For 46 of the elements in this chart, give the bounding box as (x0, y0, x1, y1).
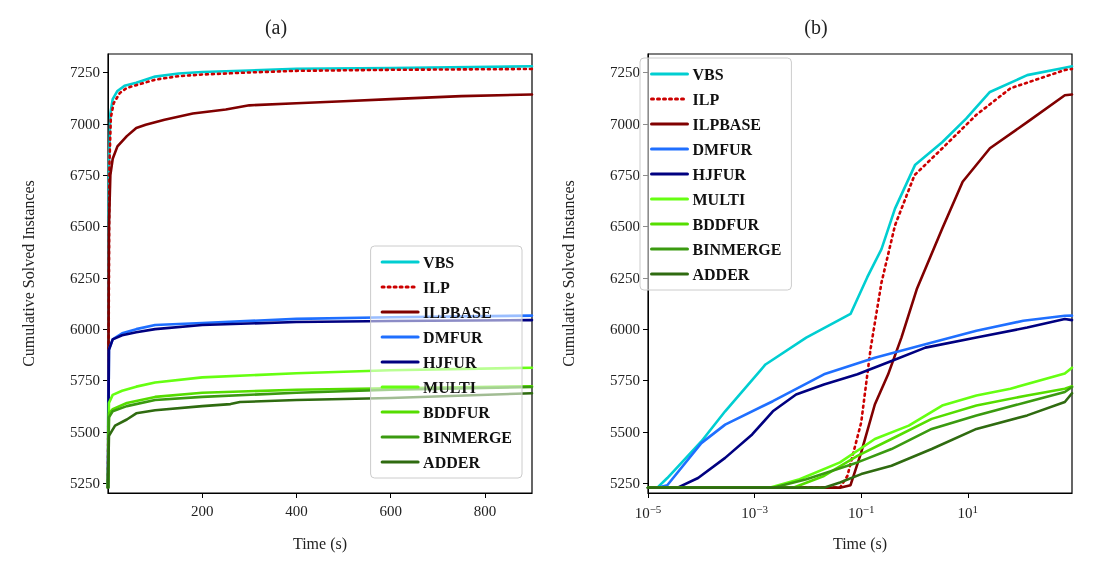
legend-label: BDDFUR (692, 215, 760, 233)
legend-label: ADDER (692, 265, 750, 283)
y-tick-label: 5500 (610, 423, 640, 440)
y-tick-label: 5750 (610, 372, 640, 389)
x-tick-label: 600 (379, 502, 402, 519)
legend-label: ILP (692, 90, 720, 108)
y-axis-title: Cumulative Solved Instances (19, 180, 37, 367)
legend-label: BDDFUR (423, 403, 491, 421)
y-tick-label: 6000 (70, 321, 100, 338)
y-tick-label: 5250 (70, 475, 100, 492)
x-tick-label: 200 (190, 502, 214, 519)
legend-label: ILP (423, 278, 450, 296)
legend-label: ILPBASE (692, 115, 761, 133)
x-axis-title: Time (s) (292, 534, 348, 553)
y-tick-label: 6000 (610, 321, 640, 338)
y-tick-label: 7000 (70, 115, 100, 132)
x-tick-label: 400 (285, 502, 308, 519)
y-tick-label: 6500 (70, 218, 100, 235)
y-tick-label: 5250 (610, 475, 640, 492)
legend-label: HJFUR (692, 165, 747, 183)
x-tick-label: 800 (473, 502, 497, 519)
legend-label: MULTI (423, 378, 476, 396)
legend-label: VBS (692, 65, 724, 83)
y-axis-title: Cumulative Solved Instances (559, 180, 577, 367)
y-tick-label: 7000 (610, 115, 640, 132)
y-tick-label: 5500 (70, 423, 100, 440)
legend-label: VBS (423, 253, 455, 271)
y-tick-label: 6500 (610, 218, 640, 235)
legend-label: ILPBASE (423, 303, 492, 321)
y-tick-label: 5750 (70, 372, 100, 389)
y-tick-label: 6750 (610, 167, 640, 184)
y-tick-label: 6750 (70, 167, 100, 184)
legend-label: BINMERGE (423, 428, 513, 446)
legend-label: DMFUR (692, 140, 753, 158)
legend-label: MULTI (692, 190, 746, 208)
x-axis-title: Time (s) (832, 534, 888, 553)
chart-title: (b) (804, 16, 828, 39)
legend-label: HJFUR (423, 353, 477, 371)
legend-label: BINMERGE (692, 240, 782, 258)
y-tick-label: 7250 (610, 64, 640, 81)
legend-label: ADDER (423, 453, 481, 471)
legend-label: DMFUR (423, 328, 484, 346)
y-tick-label: 7250 (70, 64, 100, 81)
chart-title: (a) (264, 16, 288, 39)
y-tick-label: 6250 (610, 269, 640, 286)
y-tick-label: 6250 (70, 269, 100, 286)
